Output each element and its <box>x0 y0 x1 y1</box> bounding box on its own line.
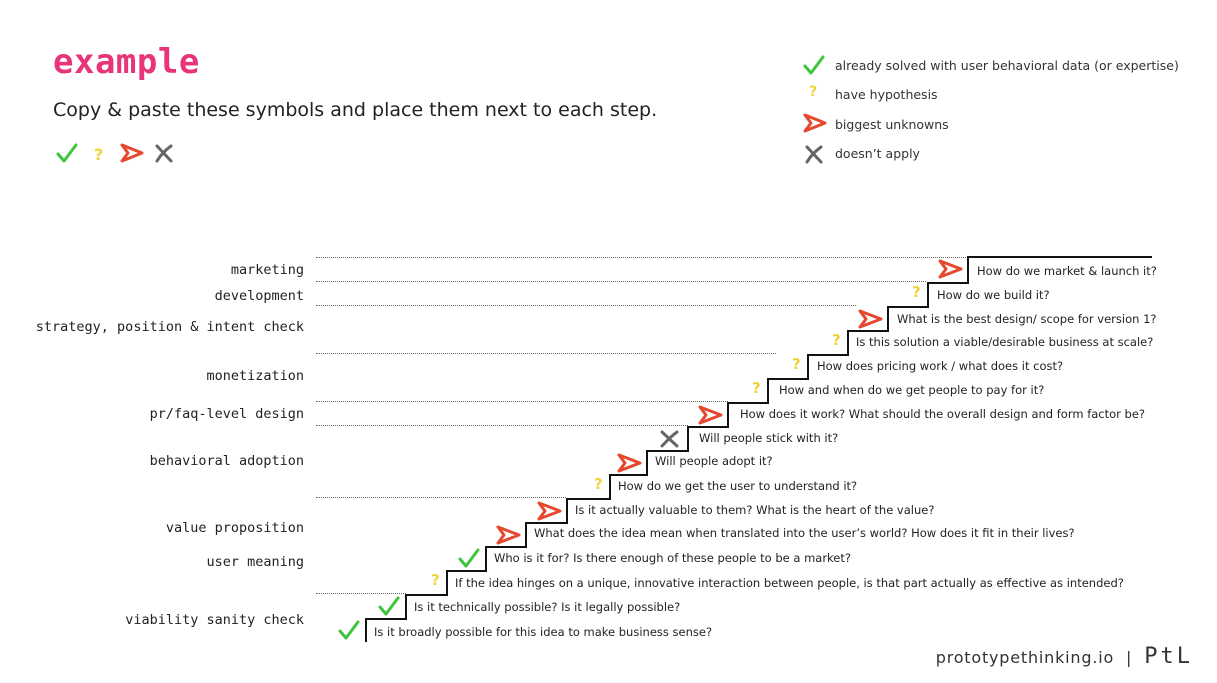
page-title: example <box>53 42 200 82</box>
step-text: How do we get the user to understand it? <box>618 479 858 493</box>
step-text: Is this solution a viable/desirable busi… <box>856 335 1154 349</box>
check-icon <box>378 596 400 616</box>
footer-site: prototypethinking.io <box>935 648 1115 667</box>
separator-line <box>316 305 856 306</box>
category-label: development <box>214 288 304 304</box>
step-text: Will people stick with it? <box>699 431 839 445</box>
check-icon <box>803 55 825 75</box>
separator-line <box>316 497 566 498</box>
svg-text:?: ? <box>809 84 817 100</box>
separator-line <box>316 425 688 426</box>
svg-text:?: ? <box>94 145 103 164</box>
cross-icon <box>660 430 679 448</box>
question-icon: ? <box>832 331 841 349</box>
step-text: How do we market & launch it? <box>977 264 1157 278</box>
arrow-icon <box>617 453 642 473</box>
check-icon <box>338 620 360 640</box>
footer: prototypethinking.io | PtL <box>936 644 1193 669</box>
question-icon: ? <box>809 84 817 100</box>
separator-line <box>316 401 728 402</box>
step-text: What does the idea mean when translated … <box>534 526 1075 540</box>
separator-line <box>316 281 926 282</box>
arrow-icon <box>858 309 883 329</box>
ptl-logo: PtL <box>1144 644 1193 669</box>
arrow-icon <box>698 405 723 425</box>
svg-text:?: ? <box>752 379 761 397</box>
separator-line <box>316 353 776 354</box>
check-icon <box>56 143 78 163</box>
step-text: Will people adopt it? <box>655 454 773 468</box>
svg-text:?: ? <box>832 331 841 349</box>
question-icon: ? <box>594 475 603 493</box>
legend-label-unknowns: biggest unknowns <box>835 117 949 132</box>
check-icon <box>458 548 480 568</box>
step-text: How and when do we get people to pay for… <box>779 383 1045 397</box>
category-label: value proposition <box>165 520 304 536</box>
arrow-icon <box>938 259 963 279</box>
svg-text:?: ? <box>792 355 801 373</box>
svg-text:?: ? <box>594 475 603 493</box>
step-text: How does it work? What should the overal… <box>740 407 1146 421</box>
question-icon: ? <box>792 355 801 373</box>
arrow-icon <box>120 143 144 163</box>
svg-text:?: ? <box>431 571 440 589</box>
category-label: marketing <box>230 262 304 278</box>
legend-label-solved: already solved with user behavioral data… <box>835 58 1179 73</box>
category-label: pr/faq-level design <box>149 406 304 422</box>
legend-label-hypothesis: have hypothesis <box>835 87 938 102</box>
svg-text:?: ? <box>912 283 921 301</box>
separator-line <box>316 593 406 594</box>
step-text: How do we build it? <box>937 288 1050 302</box>
arrow-icon <box>537 501 562 521</box>
step-text: How does pricing work / what does it cos… <box>817 359 1064 373</box>
legend-label-doesnt-apply: doesn’t apply <box>835 146 920 161</box>
question-icon: ? <box>94 145 103 164</box>
category-label: strategy, position & intent check <box>35 319 304 335</box>
step-text: If the idea hinges on a unique, innovati… <box>455 576 1124 590</box>
arrow-icon <box>496 525 521 545</box>
category-label: viability sanity check <box>125 612 304 628</box>
step-text: Is it actually valuable to them? What is… <box>575 503 935 517</box>
cross-icon <box>805 145 823 164</box>
legend: ? already solved with user behavioral da… <box>800 52 1180 172</box>
question-icon: ? <box>912 283 921 301</box>
symbol-row: ? <box>56 143 173 164</box>
step-text: What is the best design/ scope for versi… <box>897 312 1157 326</box>
question-icon: ? <box>431 571 440 589</box>
step-text: Is it technically possible? Is it legall… <box>414 600 681 614</box>
separator-line <box>316 257 966 258</box>
footer-separator: | <box>1126 648 1133 667</box>
category-label: monetization <box>206 368 304 384</box>
step-text: Who is it for? Is there enough of these … <box>494 551 851 565</box>
question-icon: ? <box>752 379 761 397</box>
arrow-icon <box>803 113 827 133</box>
category-label: behavioral adoption <box>149 453 304 469</box>
legend-icons: ? <box>803 55 827 164</box>
category-label: user meaning <box>206 554 304 570</box>
step-text: Is it broadly possible for this idea to … <box>374 625 713 639</box>
stair-line <box>365 256 1152 642</box>
cross-icon <box>155 144 173 163</box>
page-subtitle: Copy & paste these symbols and place the… <box>53 99 658 121</box>
